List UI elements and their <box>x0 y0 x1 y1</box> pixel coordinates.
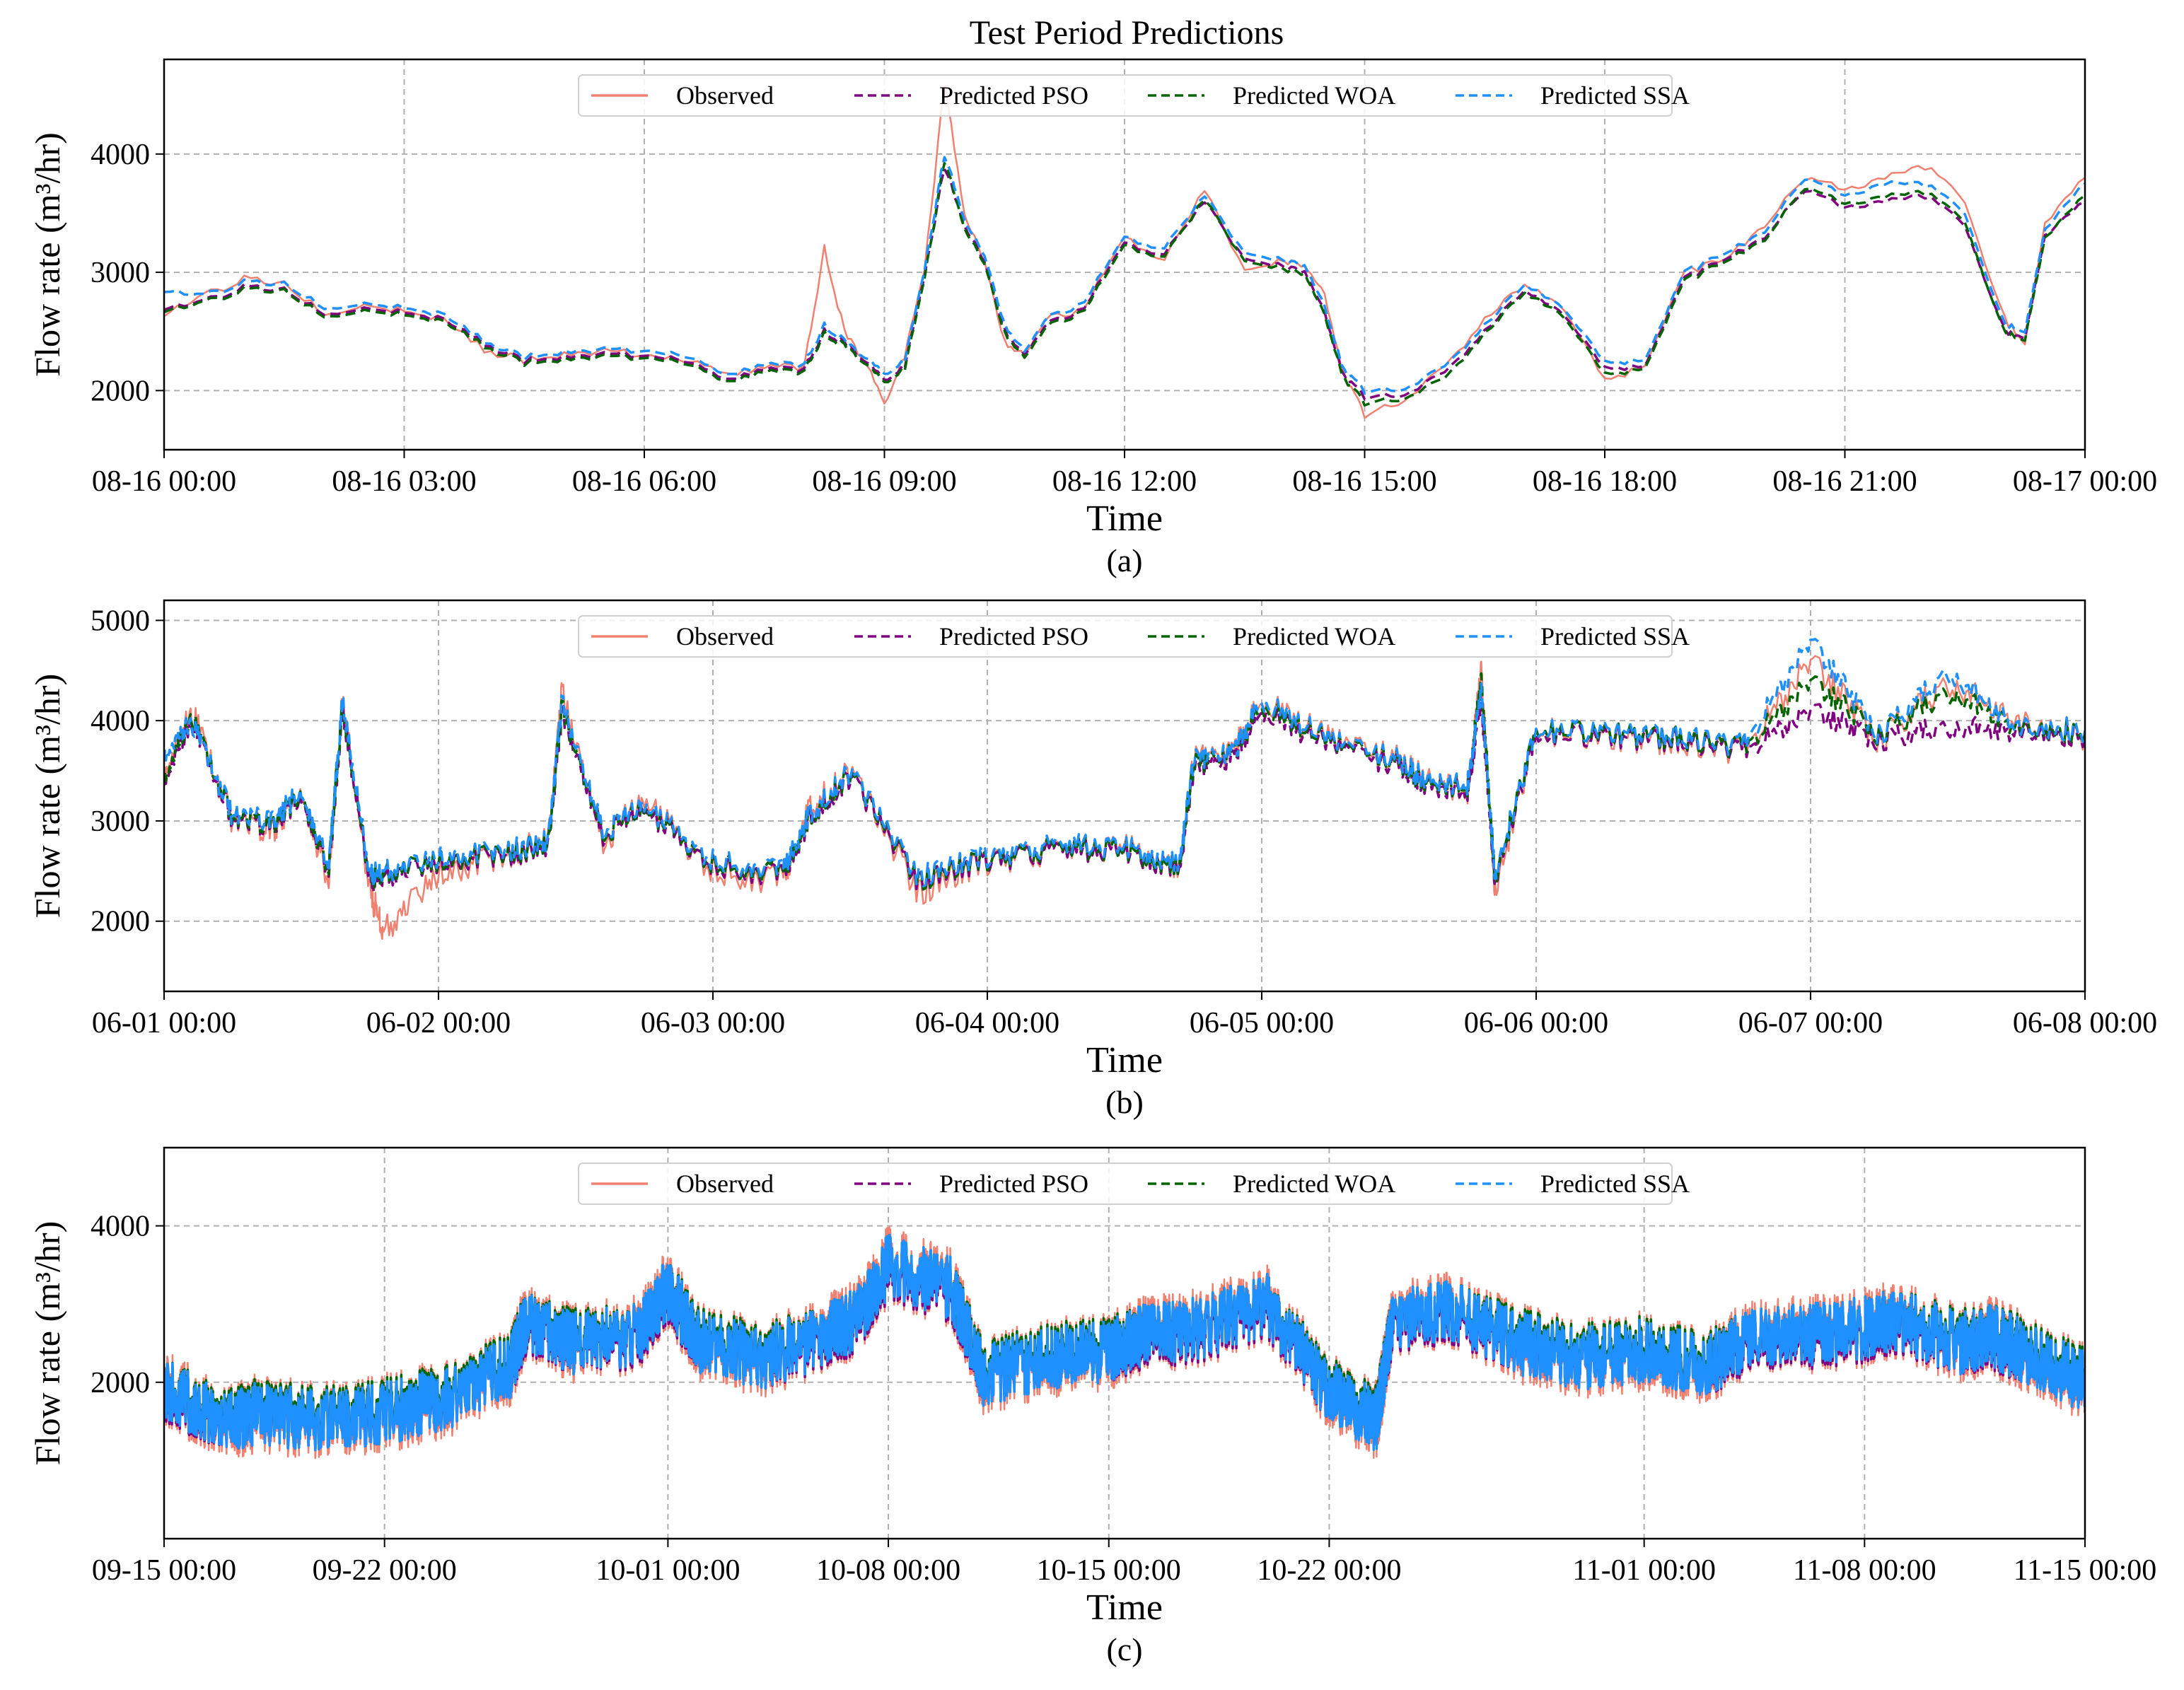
legend: Observed Predicted PSO Predicted WOA Predic… <box>578 615 1690 658</box>
legend-entry: Observed <box>676 81 774 110</box>
x-tick-label: 11-01 00:00 <box>1572 1554 1716 1587</box>
y-tick-label: 5000 <box>91 605 150 637</box>
legend-entry: Predicted SSA <box>1540 622 1690 651</box>
x-tick-label: 08-16 09:00 <box>812 465 956 498</box>
ssa-line <box>164 156 2085 395</box>
y-tick-label: 2000 <box>91 906 150 938</box>
x-tick-label: 08-16 15:00 <box>1292 465 1436 498</box>
legend-entry: Predicted PSO <box>939 622 1088 651</box>
x-tick-label: 09-15 00:00 <box>92 1554 236 1587</box>
panel-label: (b) <box>1105 1084 1144 1120</box>
y-tick-label: 4000 <box>91 1211 150 1243</box>
y-tick-label: 2000 <box>91 1367 150 1399</box>
legend-box <box>578 1162 1673 1205</box>
plot-frame <box>163 58 2086 451</box>
x-tick-label: 08-16 03:00 <box>332 465 476 498</box>
x-tick-label: 08-16 21:00 <box>1772 465 1917 498</box>
legend-entry: Predicted WOA <box>1233 1170 1395 1198</box>
x-tick-label: 06-03 00:00 <box>641 1007 785 1039</box>
ssa-line <box>164 1233 2085 1452</box>
legend-entry: Predicted WOA <box>1233 81 1395 110</box>
x-tick-label: 09-22 00:00 <box>313 1554 457 1587</box>
panel-a: 08-16 00:00 08-16 03:00 08-16 06:00 08-16 0… <box>28 58 2157 578</box>
plot-frame <box>163 1146 2086 1540</box>
x-tick-label: 06-02 00:00 <box>366 1007 511 1039</box>
legend-entry: Predicted PSO <box>939 81 1088 110</box>
legend-entry: Predicted WOA <box>1233 622 1395 651</box>
y-axis-label: Flow rate (m³/hr) <box>28 674 67 918</box>
legend: Observed Predicted PSO Predicted WOA Predic… <box>578 74 1690 117</box>
x-tick-label: 08-17 00:00 <box>2013 465 2157 498</box>
x-tick-label: 11-08 00:00 <box>1793 1554 1936 1587</box>
x-tick-label: 06-08 00:00 <box>2013 1007 2157 1039</box>
legend-box <box>578 615 1673 658</box>
pso-line <box>164 692 2085 893</box>
y-tick-label: 3000 <box>91 805 150 838</box>
woa-line <box>164 161 2085 407</box>
pso-line <box>164 168 2085 401</box>
y-axis-label: Flow rate (m³/hr) <box>28 1221 67 1465</box>
plot-area <box>164 600 2085 991</box>
x-tick-label: 06-06 00:00 <box>1464 1007 1608 1039</box>
series-group <box>164 86 2085 419</box>
x-tick-label: 08-16 12:00 <box>1052 465 1197 498</box>
x-tick-label: 10-08 00:00 <box>816 1554 960 1587</box>
panel-c: 09-15 00:00 09-22 00:00 10-01 00:00 10-08 0… <box>28 1146 2157 1667</box>
y-tick-label: 3000 <box>91 257 150 289</box>
ssa-line <box>164 637 2085 888</box>
y-tick-label: 4000 <box>91 705 150 738</box>
plot-frame <box>163 599 2086 993</box>
legend-entry: Observed <box>676 622 774 651</box>
panel-label: (c) <box>1106 1631 1142 1667</box>
woa-line <box>164 672 2085 891</box>
y-axis-label: Flow rate (m³/hr) <box>28 132 67 376</box>
x-tick-label: 06-07 00:00 <box>1738 1007 1883 1039</box>
panel-label: (a) <box>1106 542 1142 578</box>
legend: Observed Predicted PSO Predicted WOA Predic… <box>578 1162 1690 1205</box>
x-tick-label: 08-16 06:00 <box>572 465 716 498</box>
x-axis-label: Time <box>1086 499 1163 539</box>
x-tick-label: 08-16 18:00 <box>1533 465 1677 498</box>
legend-entry: Predicted PSO <box>939 1170 1088 1198</box>
x-tick-label: 06-05 00:00 <box>1190 1007 1334 1039</box>
x-tick-label: 06-01 00:00 <box>92 1007 236 1039</box>
x-tick-label: 06-04 00:00 <box>915 1007 1059 1039</box>
figure-title: Test Period Predictions <box>970 14 1284 52</box>
x-axis-label: Time <box>1086 1040 1163 1080</box>
x-tick-label: 08-16 00:00 <box>92 465 236 498</box>
legend-entry: Observed <box>676 1170 774 1198</box>
series-group <box>164 1225 2085 1459</box>
x-axis-label: Time <box>1086 1587 1163 1628</box>
x-tick-label: 10-01 00:00 <box>596 1554 740 1587</box>
legend-entry: Predicted SSA <box>1540 81 1690 110</box>
y-tick-label: 4000 <box>91 139 150 171</box>
x-tick-label: 10-15 00:00 <box>1037 1554 1181 1587</box>
panel-b: 06-01 00:00 06-02 00:00 06-03 00:00 06-04 0… <box>28 599 2157 1120</box>
y-tick-label: 2000 <box>91 375 150 407</box>
legend-box <box>578 74 1673 117</box>
x-tick-label: 10-22 00:00 <box>1257 1554 1401 1587</box>
series-group <box>164 637 2085 940</box>
x-tick-label: 11-15 00:00 <box>2014 1554 2157 1587</box>
legend-entry: Predicted SSA <box>1540 1170 1690 1198</box>
